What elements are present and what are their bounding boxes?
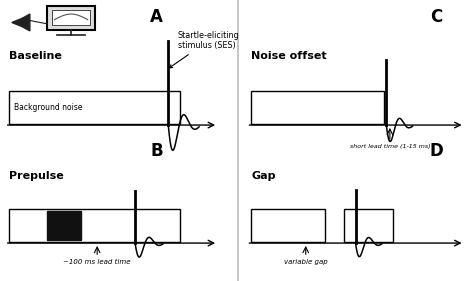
Text: Background noise: Background noise — [14, 103, 83, 112]
Bar — [344, 209, 393, 242]
Bar — [47, 211, 81, 240]
Bar — [47, 6, 95, 30]
Text: Baseline: Baseline — [9, 51, 63, 61]
Text: short lead time (1-15 ms): short lead time (1-15 ms) — [349, 144, 430, 149]
Text: ~100 ms lead time: ~100 ms lead time — [64, 259, 131, 265]
Text: variable gap: variable gap — [284, 259, 328, 265]
Bar — [251, 209, 325, 242]
Bar — [9, 209, 180, 242]
Bar — [251, 91, 384, 124]
Polygon shape — [22, 14, 30, 31]
Text: D: D — [429, 142, 443, 160]
Bar — [52, 10, 90, 25]
Text: Gap: Gap — [251, 171, 276, 182]
Text: B: B — [150, 142, 163, 160]
Text: Noise offset: Noise offset — [251, 51, 327, 61]
Text: C: C — [430, 8, 442, 26]
Text: Startle-eliciting
stimulus (SES): Startle-eliciting stimulus (SES) — [169, 31, 239, 68]
Text: A: A — [150, 8, 163, 26]
Text: Prepulse: Prepulse — [9, 171, 64, 182]
Polygon shape — [12, 18, 22, 27]
Bar — [9, 91, 180, 124]
